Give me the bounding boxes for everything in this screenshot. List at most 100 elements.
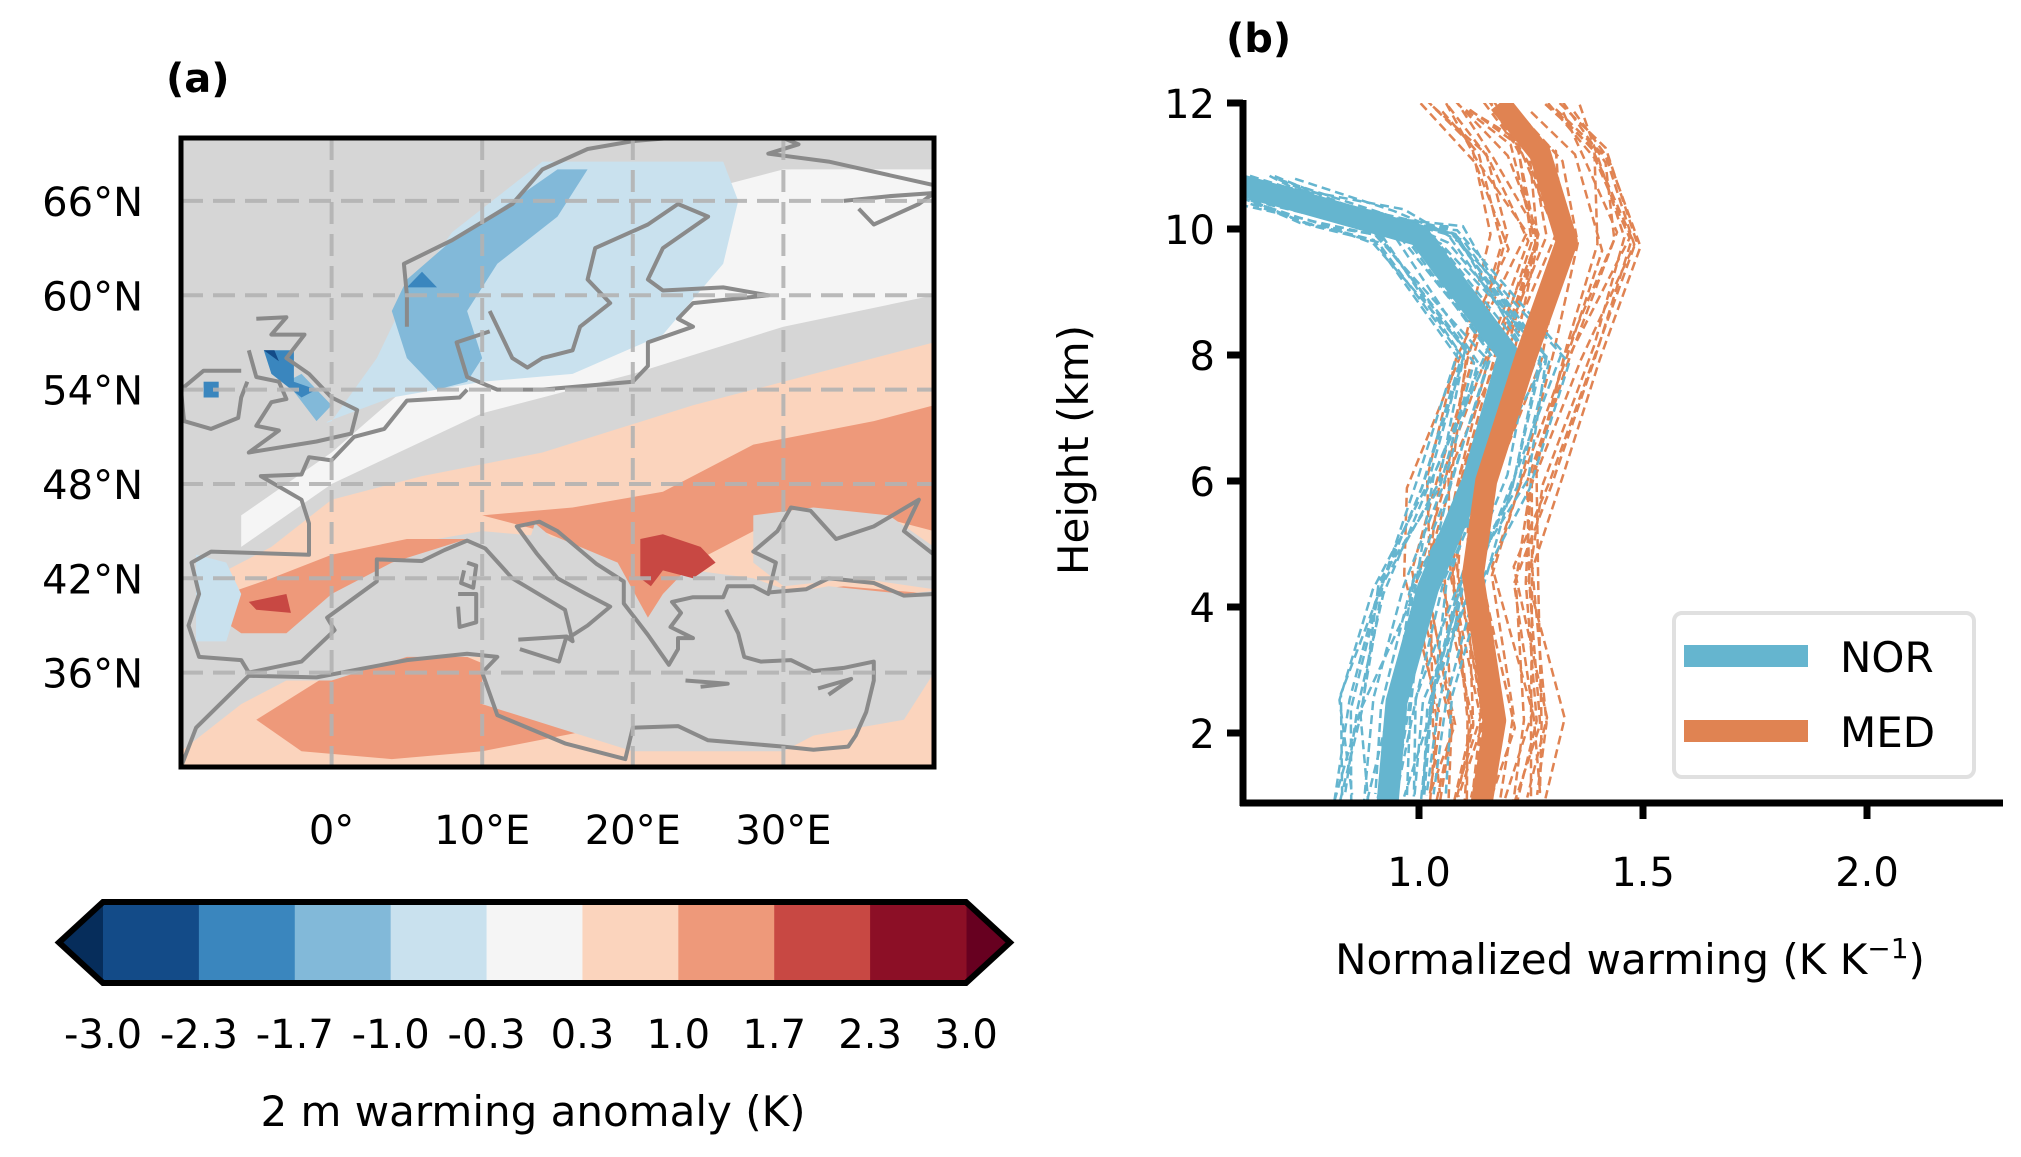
contour-blue-norway-coast [406,271,437,288]
lat-tick-label: 66°N [42,180,143,226]
lon-tick-label: 0° [309,808,354,854]
colorbar-swatch [486,902,583,983]
contour-dark-blue-spot-overlay [263,350,279,362]
lat-tick-label: 54°N [42,369,143,415]
nor-member-line [1274,175,1543,796]
lon-tick-label: 20°E [585,808,681,854]
med-member-line [1531,111,1642,796]
med-member-line [1490,107,1580,803]
med-member-line [1512,103,1631,803]
y-axis-label: Height (km) [1049,325,1098,575]
med-member-line [1443,103,1540,803]
contour-orange-balkans [482,405,934,618]
mask-atlantic [181,185,407,547]
nor-member-line [1283,185,1571,795]
colorbar: -3.0 -2.3 -1.7 -1.0 -0.3 0.3 1.0 1.7 2.3 3.0 [54,899,1015,1058]
colorbar-tick-label: 3.0 [934,1012,998,1058]
colorbar-tick-label: 2.3 [838,1012,902,1058]
ensemble-means [1243,103,1578,803]
coastline-scandinavia [401,138,934,327]
panel-b-label: (b) [1226,16,1291,62]
panel-a-label: (a) [166,56,230,102]
colorbar-tick-label: -3.0 [64,1012,142,1058]
lon-tick-label: 30°E [735,808,831,854]
colorbar-swatch [774,902,871,983]
coastline-anatolia-north [768,576,934,598]
contour-red-balkans [640,534,716,587]
legend-swatch-med [1684,720,1808,742]
colorbar-tick-label: 0.3 [551,1012,615,1058]
gridlines [181,138,934,767]
coastline-cyprus [817,676,854,697]
coastline-ireland [181,368,250,431]
med-member-line [1535,108,1636,794]
coastline-western-europe [186,388,934,675]
contour-fills [181,138,934,767]
legend-label-med: MED [1840,708,1935,757]
coastline-sardinia [456,592,479,629]
med-member-line [1451,103,1533,803]
lat-tick-label: 42°N [42,557,143,603]
colorbar-outline [54,899,1015,986]
x-tick-label: 1.0 [1387,850,1451,896]
contour-blue-britain-overlay [263,350,317,398]
colorbar-extend-max [966,902,1010,983]
map-panel: 66°N 60°N 54°N 48°N 42°N 36°N 0° 10°E 20°E 30°E [42,135,937,854]
coastline-baltic [454,202,771,392]
lon-tick-label: 10°E [434,808,530,854]
colorbar-swatch [198,902,296,983]
y-tick-label: 10 [1164,208,1215,254]
y-tick-label: 12 [1164,82,1215,128]
colorbar-swatch [582,902,679,983]
colorbar-tick-label: -2.3 [160,1012,238,1058]
coastlines [181,138,934,767]
y-tick-label: 8 [1190,334,1215,380]
med-member-line [1527,104,1626,799]
profile-plot: 2 4 6 8 10 12 1.0 1.5 2.0 [1164,82,2003,896]
mask-black-sea [753,507,934,590]
colorbar-tick-label: 1.7 [742,1012,806,1058]
lat-tick-label: 36°N [42,652,143,698]
coastline-white-sea [843,191,934,227]
colorbar-tick-label: -1.0 [352,1012,430,1058]
colorbar-swatch [870,902,967,983]
legend-swatch-nor [1684,645,1808,667]
x-tick-label: 2.0 [1835,850,1899,896]
lat-tick-label: 48°N [42,463,143,509]
nor-member-line [1243,200,1462,803]
med-member-line [1425,105,1530,803]
colorbar-swatch [294,902,392,983]
nor-member-line [1243,197,1489,796]
colorbar-label: 2 m warming anomaly (K) [260,1087,805,1136]
lat-tick-label: 60°N [42,274,143,320]
colorbar-extend-min [59,902,103,983]
contour-medium-blue-norway [391,169,588,390]
coastline-britain [246,315,360,455]
nor-mean-line [1243,174,1520,803]
colorbar-tick-label: -1.7 [256,1012,334,1058]
contour-blue-ireland-overlay [203,381,219,398]
coastline-anatolia [181,608,876,767]
map-frame [178,135,937,770]
coastline-corsica [459,560,479,590]
colorbar-tick-label: -0.3 [448,1012,526,1058]
legend-label-nor: NOR [1840,633,1934,682]
med-mean-line [1461,103,1578,803]
x-axis-label: Normalized warming (K K−1) [1335,932,1925,984]
colorbar-swatch [390,902,488,983]
coastline-crete [685,678,730,689]
ensemble-members [1243,103,1642,803]
med-member-line [1410,105,1509,803]
colorbar-tick-label: 1.0 [647,1012,711,1058]
colorbar-swatch [103,902,200,983]
med-member-line [1422,103,1529,794]
mask-arctic [181,138,934,186]
legend: NOR MED [1672,611,1976,779]
med-member-line [1438,108,1538,801]
nor-member-line [1243,196,1468,795]
contour-light-orange-band [211,342,934,642]
contour-red-iberia [248,594,291,613]
nor-member-line [1243,204,1467,803]
y-tick-label: 6 [1190,460,1215,506]
